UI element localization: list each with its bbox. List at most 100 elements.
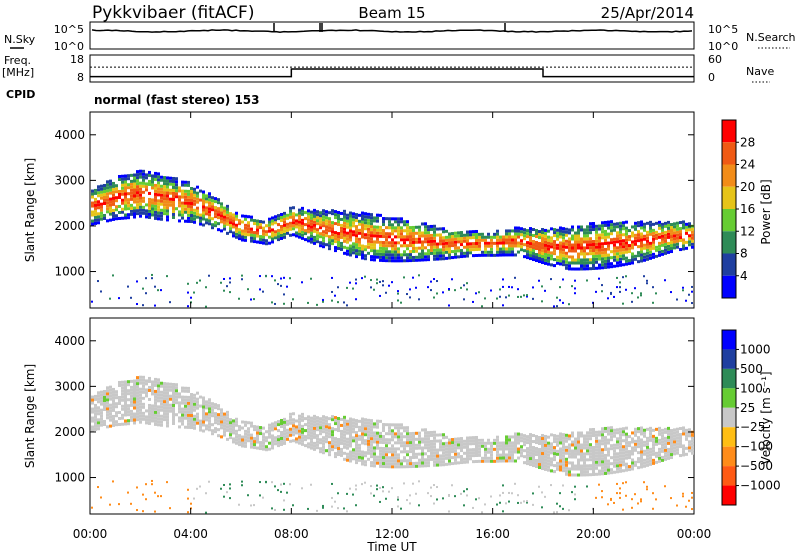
velocity-cell: [169, 507, 171, 510]
power-cell: [598, 263, 601, 267]
power-cell: [463, 251, 466, 255]
velocity-cell: [520, 439, 523, 443]
power-cell: [181, 180, 184, 184]
power-cell: [601, 284, 603, 287]
velocity-cell: [661, 437, 664, 441]
power-cell: [136, 206, 139, 210]
power-cell: [517, 288, 519, 291]
power-cell: [349, 229, 352, 233]
power-cell: [586, 231, 589, 235]
velocity-cell: [187, 389, 190, 393]
velocity-cell: [373, 464, 376, 468]
power-cell: [487, 250, 490, 254]
power-cell: [352, 221, 355, 225]
power-cell: [460, 252, 463, 256]
velocity-cell: [301, 436, 304, 440]
velocity-cell: [598, 483, 600, 486]
velocity-cell: [361, 429, 364, 433]
velocity-cell: [562, 507, 564, 510]
velocity-cell: [625, 435, 628, 439]
power-cell: [235, 211, 238, 215]
velocity-cell: [484, 441, 487, 445]
velocity-cell: [499, 441, 502, 445]
power-cell: [631, 246, 634, 250]
velocity-cell: [577, 443, 580, 447]
velocity-cell: [133, 415, 136, 419]
power-cell: [409, 226, 412, 230]
power-cell: [205, 200, 208, 204]
power-cell: [670, 250, 673, 254]
power-cell: [484, 235, 487, 239]
velocity-cell: [220, 417, 223, 421]
velocity-cell: [508, 453, 511, 457]
velocity-cell: [667, 441, 670, 445]
velocity-cell: [469, 454, 472, 458]
power-cell: [289, 215, 292, 219]
velocity-cell: [160, 381, 163, 385]
power-cell: [283, 302, 285, 305]
velocity-cell: [676, 427, 679, 431]
power-cell: [349, 250, 352, 254]
velocity-cell: [589, 428, 592, 432]
velocity-cell: [559, 432, 562, 436]
power-cell: [283, 276, 285, 279]
velocity-cell: [343, 418, 346, 422]
power-cell: [568, 240, 571, 244]
velocity-cell: [418, 461, 421, 465]
velocity-cell: [664, 427, 667, 431]
power-cell: [541, 249, 544, 253]
velocity-cell: [130, 418, 133, 422]
power-cell: [496, 253, 499, 257]
velocity-cell: [505, 502, 507, 505]
power-cell: [316, 216, 319, 220]
power-cell: [403, 276, 405, 279]
velocity-cell: [469, 451, 472, 455]
velocity-cell: [142, 396, 145, 400]
velocity-cell: [361, 462, 364, 466]
velocity-cell: [526, 462, 529, 466]
velocity-cell: [655, 498, 657, 501]
power-cell: [355, 234, 358, 238]
power-cell: [691, 285, 693, 288]
power-cell: [448, 288, 450, 291]
power-cell: [430, 245, 433, 249]
power-cell: [217, 207, 220, 211]
power-cell: [610, 220, 613, 224]
velocity-cell: [136, 397, 139, 401]
velocity-cell: [136, 400, 139, 404]
velocity-cell: [370, 431, 373, 435]
power-cell: [331, 299, 333, 302]
power-cell: [382, 259, 385, 263]
power-cell: [640, 292, 642, 295]
velocity-cell: [595, 466, 598, 470]
power-cell: [358, 252, 361, 256]
power-cell: [271, 222, 274, 226]
velocity-cell: [112, 420, 115, 424]
velocity-cell: [529, 433, 532, 437]
power-cell: [358, 228, 361, 232]
power-cell: [532, 234, 535, 238]
power-cell: [388, 253, 391, 257]
power-cell: [445, 235, 448, 239]
power-cell: [256, 228, 259, 232]
velocity-cell: [622, 448, 625, 452]
power-cell: [346, 219, 349, 223]
velocity-cell: [121, 404, 124, 408]
power-cell: [598, 233, 601, 237]
velocity-cell: [337, 417, 340, 421]
power-cell: [337, 214, 340, 218]
velocity-cell: [517, 494, 519, 497]
velocity-cell: [604, 426, 607, 430]
velocity-cell: [427, 464, 430, 468]
velocity-cell: [514, 444, 517, 448]
power-cell: [361, 214, 364, 218]
velocity-cell: [598, 430, 601, 434]
velocity-cell: [550, 463, 553, 467]
power-cell: [541, 261, 544, 265]
velocity-cell: [223, 418, 226, 422]
power-cell: [598, 254, 601, 258]
power-cell: [352, 242, 355, 246]
power-cell: [205, 286, 207, 289]
power-cell: [364, 224, 367, 228]
power-cell: [637, 254, 640, 258]
